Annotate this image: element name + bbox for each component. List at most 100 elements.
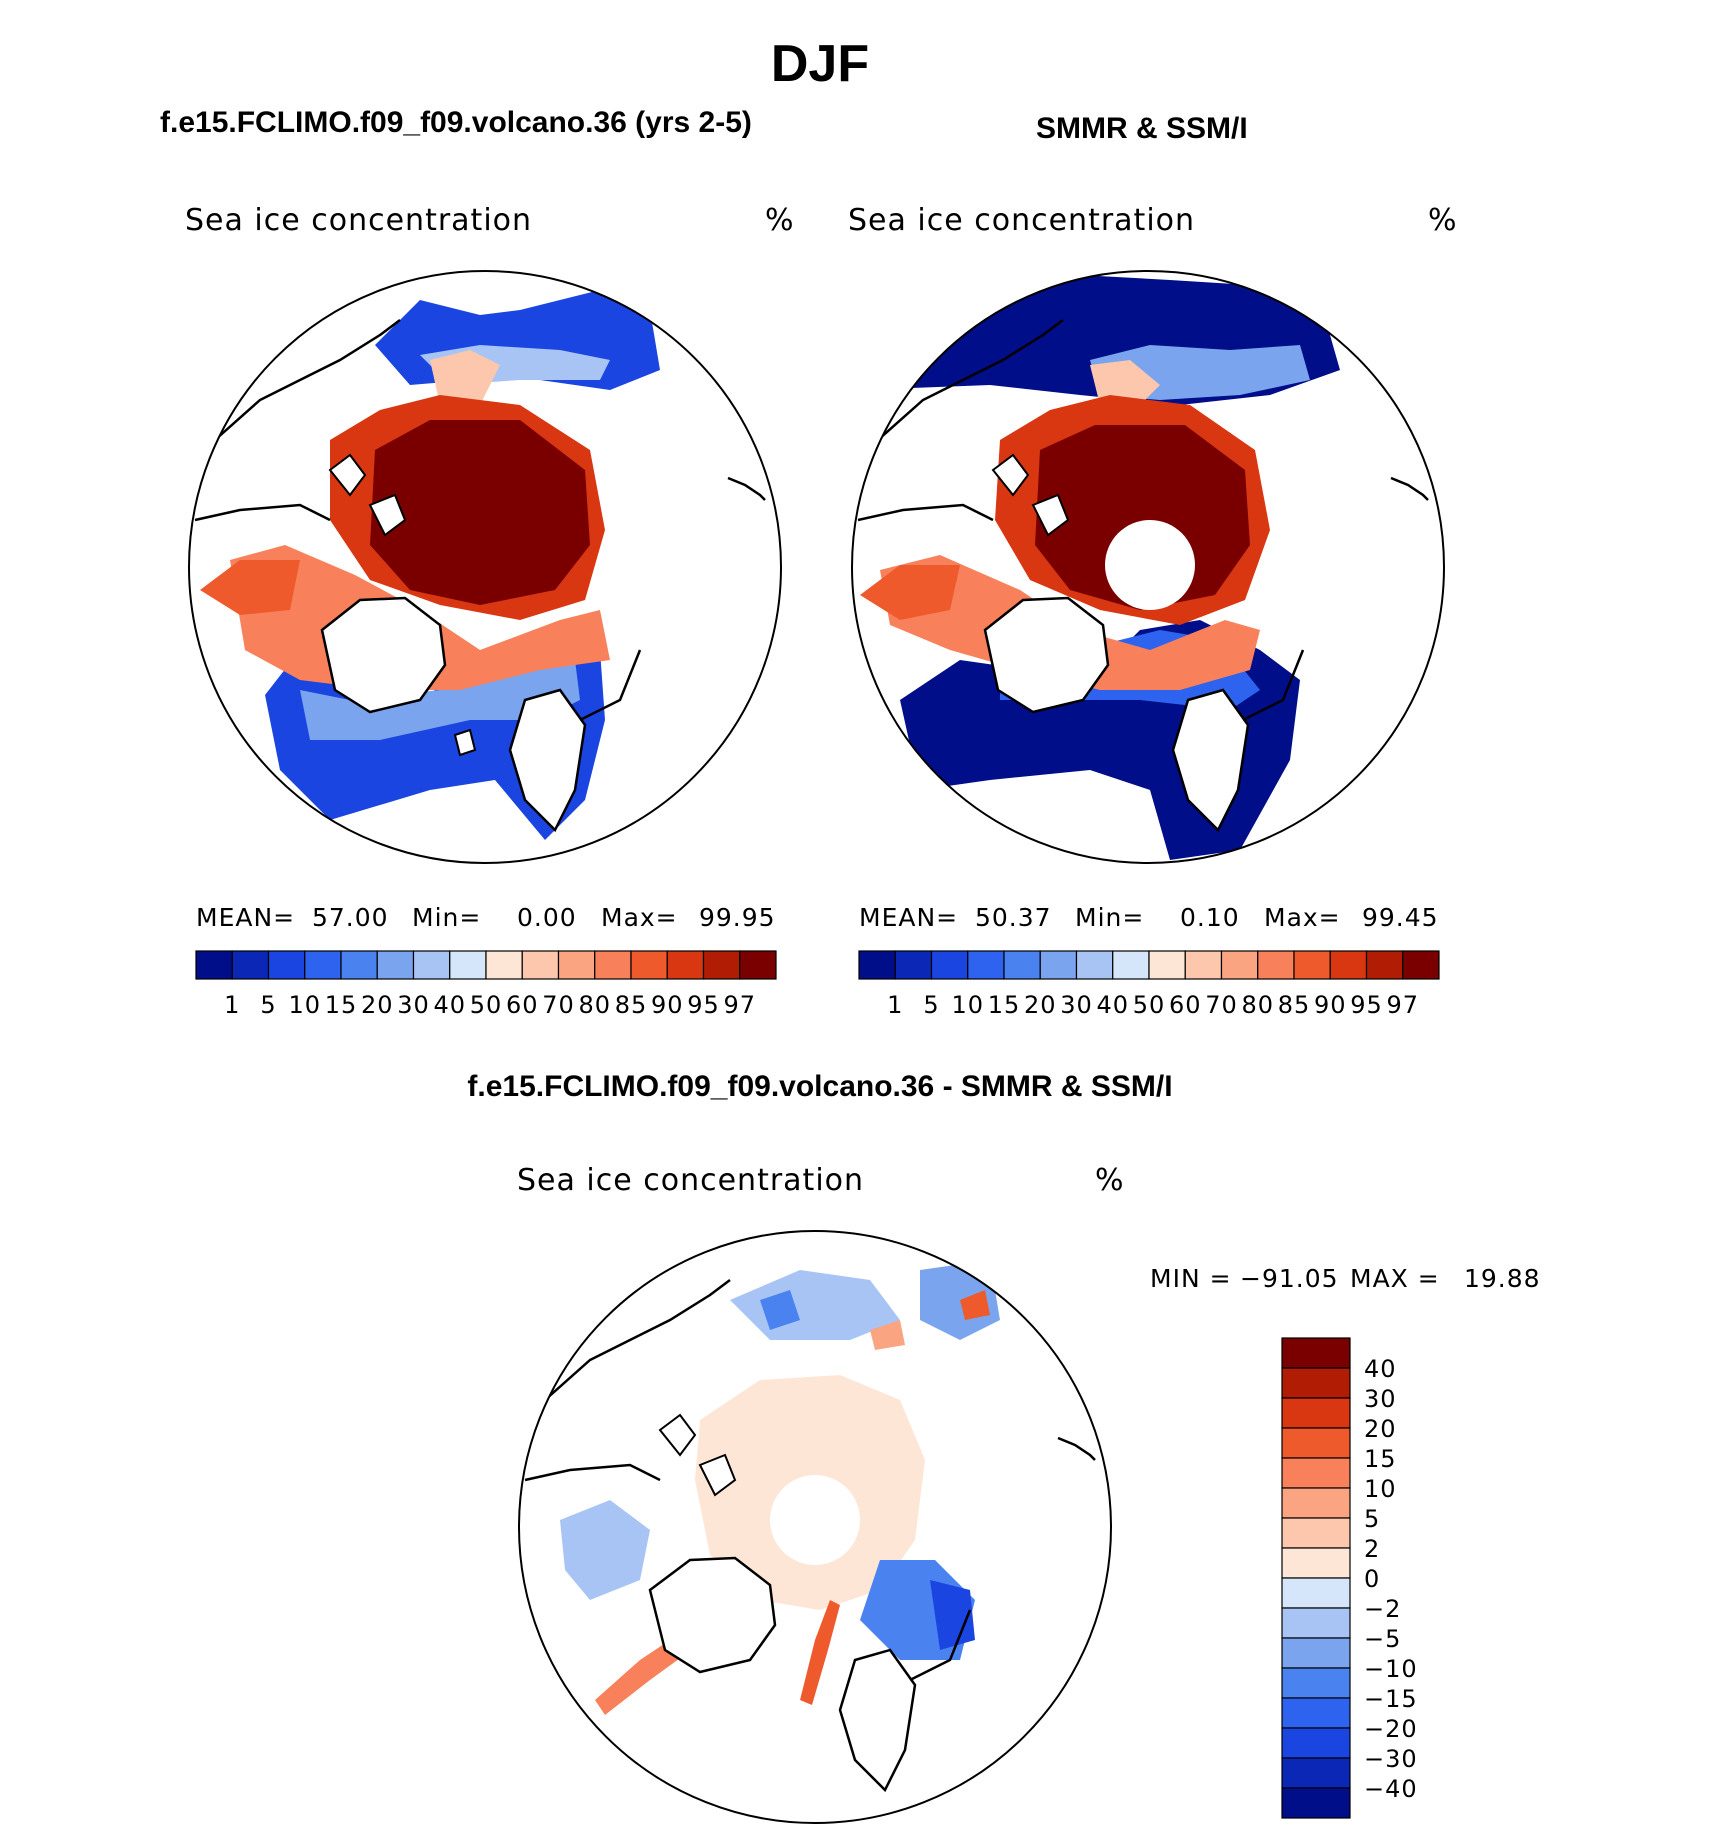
colorbar-tick-label: 15 (988, 991, 1021, 1019)
panel-c-min-label: MIN = (1150, 1264, 1232, 1293)
colorbar-swatch (521, 950, 560, 980)
colorbar-swatch (267, 950, 306, 980)
colorbar-tick-label: 20 (1364, 1415, 1397, 1443)
colorbar-swatch (340, 950, 378, 980)
figure-title: DJF (770, 35, 870, 93)
colorbar-tick-label: 30 (1060, 991, 1093, 1019)
panel-b-colorbar-ticks: 1 5 10 15 20 30 40 50 60 70 80 85 90 95 97 (887, 991, 1419, 1019)
panel-a-stats: MEAN= 57.00 Min= 0.00 Max= 99.95 (196, 903, 776, 932)
panel-a-colorbar-ticks: 1 5 10 15 20 30 40 50 60 70 80 85 90 95 97 (224, 991, 755, 1019)
colorbar-tick-label: 90 (651, 991, 684, 1019)
panel-c-units-label: % (1095, 1163, 1125, 1198)
colorbar-tick-label: −10 (1364, 1655, 1418, 1683)
panel-a-mean-value: 57.00 (312, 903, 389, 932)
colorbar-tick-label: 10 (951, 991, 984, 1019)
panel-a-min-value: 0.00 (517, 903, 577, 932)
panel-b-variable-label: Sea ice concentration (848, 203, 1195, 238)
panel-b-max-label: Max= (1264, 903, 1341, 932)
colorbar-tick-label: 85 (1278, 991, 1311, 1019)
panel-b-map (857, 275, 1429, 860)
colorbar-swatch (1220, 950, 1259, 980)
colorbar-swatch (1281, 1457, 1351, 1489)
colorbar-tick-label: 97 (1386, 991, 1419, 1019)
panel-a-min-label: Min= (412, 903, 481, 932)
colorbar-swatch (1281, 1397, 1351, 1429)
panel-a-max-value: 99.95 (699, 903, 776, 932)
colorbar-swatch (1281, 1427, 1351, 1459)
panel-b-stats: MEAN= 50.37 Min= 0.10 Max= 99.45 (859, 903, 1438, 932)
colorbar-tick-label: 40 (1096, 991, 1129, 1019)
colorbar-swatch (412, 950, 451, 980)
colorbar-tick-label: 70 (1205, 991, 1238, 1019)
panel-c-variable-label: Sea ice concentration (517, 1163, 864, 1198)
colorbar-swatch (739, 950, 777, 980)
colorbar-tick-label: 15 (1364, 1445, 1397, 1473)
colorbar-tick-label: 50 (470, 991, 503, 1019)
colorbar-swatch (1281, 1517, 1351, 1549)
colorbar-swatch (1281, 1757, 1351, 1789)
panel-a-max-label: Max= (601, 903, 678, 932)
colorbar-tick-label: −15 (1364, 1685, 1418, 1713)
panel-observations: Sea ice concentration % (848, 203, 1457, 1019)
right-panel-title: SMMR & SSM/I (1036, 112, 1248, 145)
colorbar-swatch (1281, 1367, 1351, 1399)
colorbar-swatch (858, 950, 896, 980)
colorbar-tick-label: −30 (1364, 1745, 1418, 1773)
colorbar-swatch (1281, 1547, 1351, 1579)
colorbar-tick-label: −20 (1364, 1715, 1418, 1743)
colorbar-swatch (304, 950, 342, 980)
colorbar-swatch (1329, 950, 1368, 980)
colorbar-tick-label: 2 (1364, 1535, 1380, 1563)
colorbar-swatch (894, 950, 933, 980)
colorbar-tick-label: 0 (1364, 1565, 1380, 1593)
colorbar-tick-label: 10 (288, 991, 321, 1019)
colorbar-tick-label: 5 (923, 991, 939, 1019)
colorbar-tick-label: 60 (506, 991, 539, 1019)
panel-c-max-label: MAX = (1350, 1264, 1440, 1293)
colorbar-tick-label: 70 (542, 991, 575, 1019)
colorbar-swatch (1281, 1337, 1351, 1369)
colorbar-tick-label: 80 (578, 991, 611, 1019)
panel-a-units-label: % (765, 203, 795, 238)
colorbar-tick-label: −5 (1364, 1625, 1401, 1653)
colorbar-swatch (1402, 950, 1440, 980)
colorbar-swatch (1075, 950, 1114, 980)
panel-b-map-border (851, 270, 1445, 864)
panel-c-max-value: 19.88 (1464, 1264, 1541, 1293)
colorbar-swatch (967, 950, 1005, 980)
colorbar-swatch (1003, 950, 1041, 980)
colorbar-swatch (1281, 1697, 1351, 1729)
panel-b-min-value: 0.10 (1180, 903, 1240, 932)
colorbar-swatch (1281, 1487, 1351, 1519)
colorbar-tick-label: 50 (1133, 991, 1166, 1019)
panel-b-colorbar (858, 950, 1440, 980)
panel-a-map (194, 283, 766, 840)
panel-model: Sea ice concentration % (185, 203, 795, 1019)
colorbar-swatch (702, 950, 741, 980)
colorbar-tick-label: 95 (1350, 991, 1383, 1019)
panel-b-mean-value: 50.37 (975, 903, 1052, 932)
colorbar-tick-label: 15 (325, 991, 358, 1019)
colorbar-tick-label: 20 (1024, 991, 1057, 1019)
colorbar-tick-label: 30 (397, 991, 430, 1019)
colorbar-swatch (1281, 1607, 1351, 1639)
colorbar-tick-label: 20 (361, 991, 394, 1019)
colorbar-swatch (594, 950, 632, 980)
colorbar-tick-label: 40 (1364, 1355, 1397, 1383)
colorbar-tick-label: 60 (1169, 991, 1202, 1019)
panel-b-mean-label: MEAN= (859, 903, 958, 932)
colorbar-swatch (1281, 1727, 1351, 1759)
colorbar-tick-label: 5 (1364, 1505, 1380, 1533)
difference-panel-title: f.e15.FCLIMO.f09_f09.volcano.36 - SMMR &… (467, 1070, 1173, 1103)
colorbar-swatch (1281, 1577, 1351, 1609)
colorbar-swatch (1281, 1667, 1351, 1699)
colorbar-tick-label: 80 (1241, 991, 1274, 1019)
colorbar-tick-label: 5 (260, 991, 276, 1019)
colorbar-swatch (449, 950, 487, 980)
panel-c-map (524, 1243, 1096, 1793)
left-panel-title: f.e15.FCLIMO.f09_f09.volcano.36 (yrs 2-5… (160, 106, 752, 139)
colorbar-swatch (1112, 950, 1150, 980)
colorbar-swatch (1281, 1787, 1351, 1819)
